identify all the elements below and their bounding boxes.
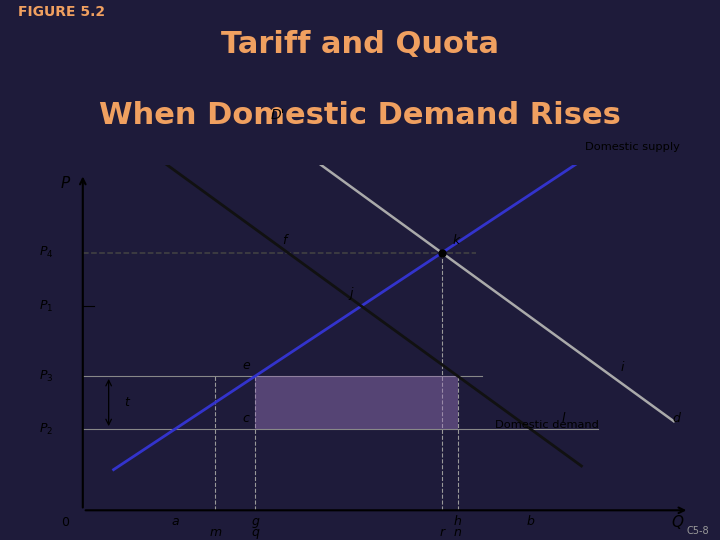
Text: $P_1$: $P_1$ [39, 299, 53, 314]
Text: e: e [243, 359, 251, 372]
Text: h: h [454, 515, 462, 528]
Text: b: b [526, 515, 534, 528]
Text: When Domestic Demand Rises: When Domestic Demand Rises [99, 102, 621, 130]
Text: l: l [562, 411, 564, 424]
Text: i: i [621, 361, 624, 374]
Text: Domestic supply: Domestic supply [585, 141, 680, 152]
Text: d: d [672, 411, 680, 424]
Text: Tariff and Quota: Tariff and Quota [221, 30, 499, 59]
Text: c: c [243, 411, 250, 424]
Text: $P_3$: $P_3$ [39, 369, 53, 384]
Text: $P_2$: $P_2$ [39, 421, 53, 436]
Text: C5-8: C5-8 [687, 525, 709, 536]
Text: r: r [439, 525, 444, 538]
Text: 0: 0 [62, 516, 70, 529]
Text: j: j [349, 287, 353, 300]
Text: k: k [453, 234, 460, 247]
Text: FIGURE 5.2: FIGURE 5.2 [18, 4, 105, 18]
Text: q: q [251, 525, 259, 538]
Text: t: t [125, 396, 130, 409]
Text: a: a [171, 515, 179, 528]
Text: D': D' [271, 109, 285, 123]
Text: m: m [209, 525, 221, 538]
Text: Domestic demand: Domestic demand [495, 420, 599, 430]
Text: $P_4$: $P_4$ [39, 245, 53, 260]
Text: P: P [61, 176, 70, 191]
Bar [255, 376, 458, 429]
Text: g: g [251, 515, 259, 528]
Text: f: f [282, 234, 287, 247]
Text: n: n [454, 525, 462, 538]
Text: Q: Q [671, 515, 683, 530]
